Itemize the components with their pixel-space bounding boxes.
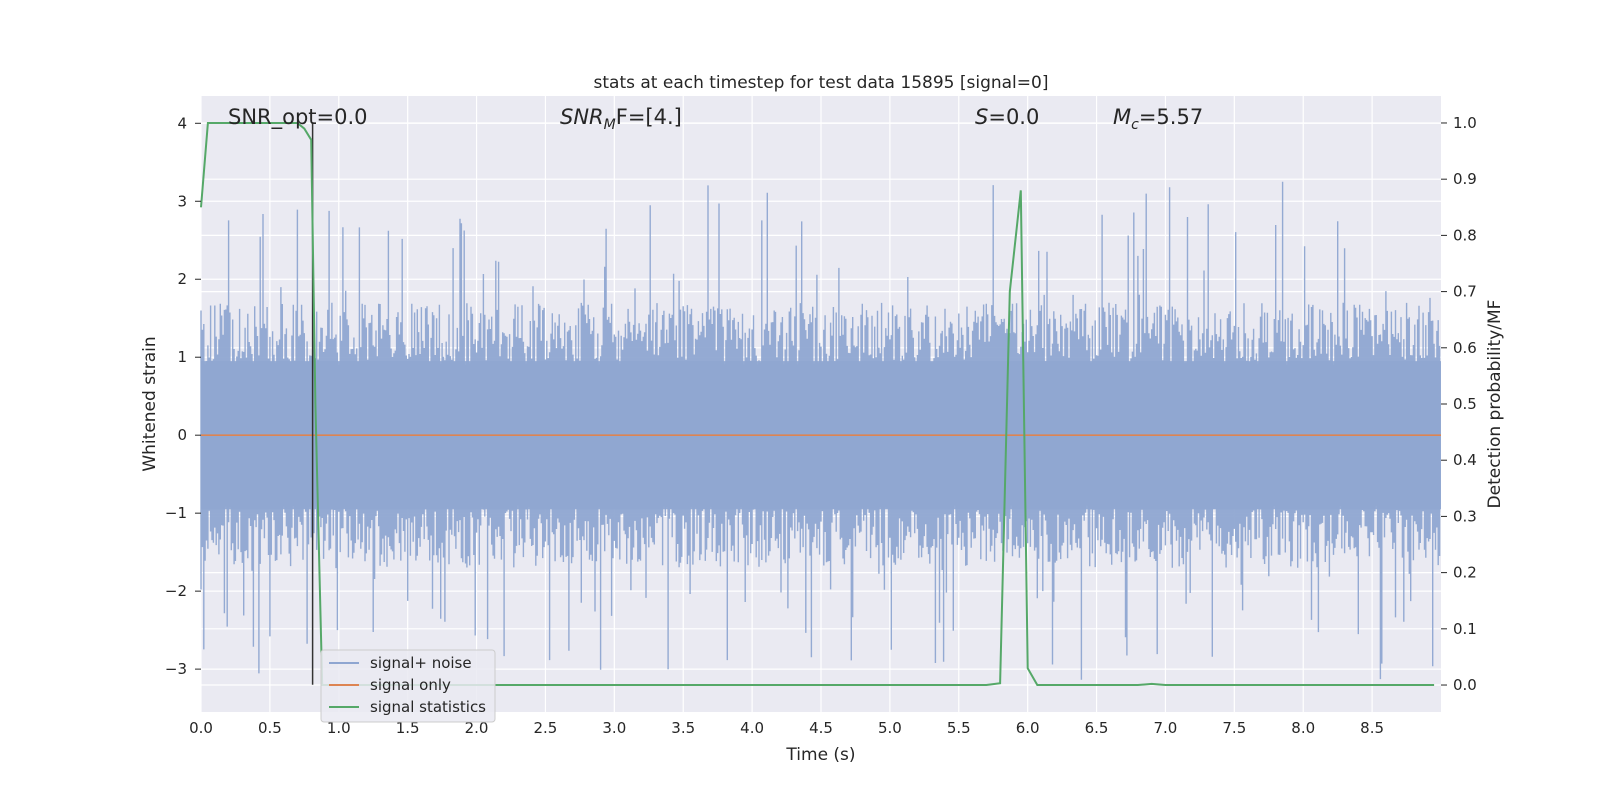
x-tick-label: 5.0 — [878, 719, 902, 737]
x-tick-label: 4.0 — [740, 719, 764, 737]
x-tick-label: 3.5 — [671, 719, 695, 737]
annotation-mc: Mc=5.57 — [1113, 105, 1203, 133]
x-tick-label: 0.5 — [258, 719, 282, 737]
annotation-s: S=0.0 — [975, 105, 1039, 129]
x-tick-label: 2.0 — [465, 719, 489, 737]
y-tick-label: 3 — [177, 192, 187, 210]
x-tick-label: 8.5 — [1360, 719, 1384, 737]
y-tick-label: −2 — [165, 582, 187, 600]
y2-tick-label: 1.0 — [1453, 114, 1477, 132]
x-tick-label: 4.5 — [809, 719, 833, 737]
y-tick-label: 0 — [177, 426, 187, 444]
legend-box — [320, 649, 496, 723]
x-tick-label: 1.0 — [327, 719, 351, 737]
x-tick-label: 8.0 — [1291, 719, 1315, 737]
x-axis-label: Time (s) — [785, 745, 855, 765]
x-tick-label: 2.5 — [534, 719, 558, 737]
y2-tick-label: 0.5 — [1453, 395, 1477, 413]
tick-labels: 0.0 0.5 1.0 1.5 2.0 2.5 3.0 3.5 4.0 4.5 5.0 5.5 6.0 6… — [165, 114, 1477, 737]
y2-tick-label: 0.4 — [1453, 451, 1477, 469]
y2-tick-label: 0.9 — [1453, 170, 1477, 188]
x-tick-label: 5.5 — [947, 719, 971, 737]
y-tick-label: 1 — [177, 348, 187, 366]
legend-label-signal: signal only — [370, 676, 451, 694]
y2-tick-label: 0.8 — [1453, 226, 1477, 244]
y-axis-label: Whitened strain — [140, 336, 160, 471]
annotation-snr-mf: SNRMF=[4.] — [560, 105, 682, 133]
y-tick-label: 2 — [177, 270, 187, 288]
y2-tick-label: 0.3 — [1453, 507, 1477, 525]
y2-tick-label: 0.2 — [1453, 564, 1477, 582]
y2-tick-label: 0.6 — [1453, 339, 1477, 357]
legend: signal+ noise signal only signal statist… — [320, 649, 496, 723]
chart-title: stats at each timestep for test data 158… — [594, 73, 1049, 93]
x-tick-label: 1.5 — [396, 719, 420, 737]
y2-tick-label: 0.7 — [1453, 283, 1477, 301]
annotation-snr-opt: SNR_opt=0.0 — [228, 105, 368, 130]
y2-tick-label: 0.0 — [1453, 676, 1477, 694]
x-tick-label: 3.0 — [602, 719, 626, 737]
x-tick-label: 7.5 — [1222, 719, 1246, 737]
y2-axis-label: Detection probability/MF — [1485, 300, 1505, 509]
x-tick-label: 7.0 — [1154, 719, 1178, 737]
legend-label-stats: signal statistics — [370, 698, 486, 716]
x-tick-label: 6.5 — [1085, 719, 1109, 737]
y-tick-label: −3 — [165, 660, 187, 678]
x-tick-label: 0.0 — [189, 719, 213, 737]
legend-label-noise: signal+ noise — [370, 654, 472, 672]
y-tick-label: −1 — [165, 504, 187, 522]
y2-tick-label: 0.1 — [1453, 620, 1477, 638]
y-tick-label: 4 — [177, 114, 187, 132]
x-tick-label: 6.0 — [1016, 719, 1040, 737]
